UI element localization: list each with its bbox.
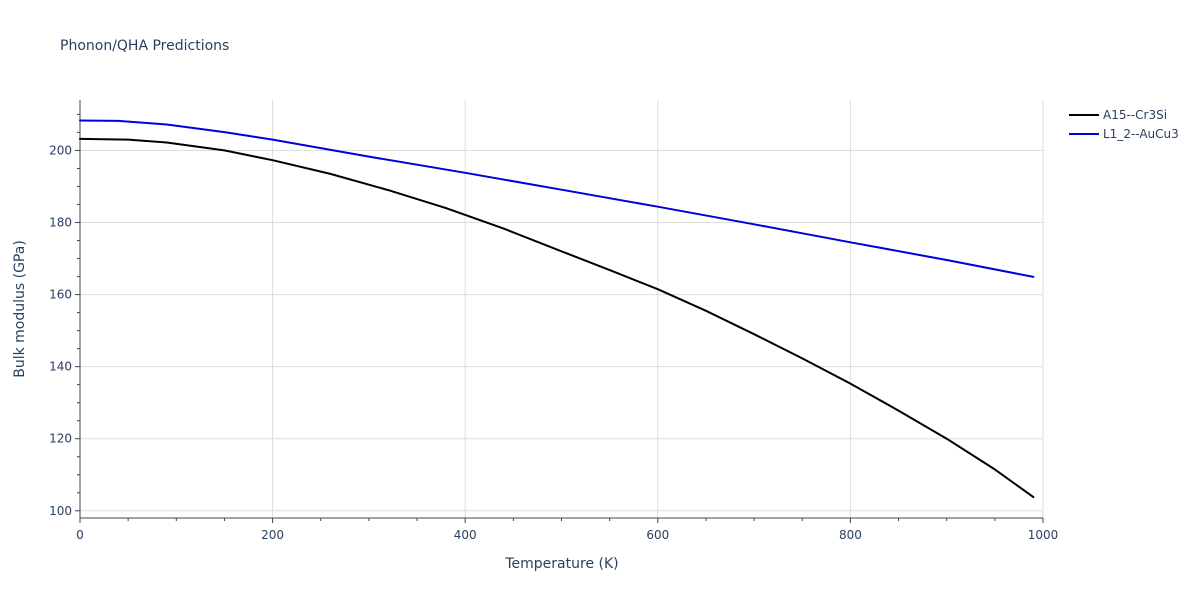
x-tick-label: 200	[261, 528, 284, 542]
chart-title: Phonon/QHA Predictions	[60, 38, 229, 54]
plot-area	[79, 119, 1035, 499]
x-tick-label: 1000	[1028, 528, 1059, 542]
legend-label: A15--Cr3Si	[1103, 108, 1167, 122]
x-tick-label: 0	[76, 528, 84, 542]
x-axis-title: Temperature (K)	[504, 556, 618, 572]
x-tick-label: 400	[454, 528, 477, 542]
legend: A15--Cr3Si L1_2--AuCu3	[1069, 108, 1179, 141]
grid	[80, 100, 1044, 518]
y-tick-label: 180	[49, 216, 72, 230]
y-tick-label: 160	[49, 288, 72, 302]
x-tick-label: 600	[646, 528, 669, 542]
y-tick-label: 200	[49, 143, 72, 157]
y-tick-label: 140	[49, 360, 72, 374]
x-tick-label: 800	[839, 528, 862, 542]
y-axis-title: Bulk modulus (GPa)	[12, 240, 28, 378]
series-line-2	[79, 119, 1035, 278]
axes: 0 200 400 600 800 1000 100 120 140 160 180 200	[49, 100, 1058, 542]
y-tick-label: 120	[49, 432, 72, 446]
series-line-1	[79, 137, 1035, 499]
y-tick-label: 100	[49, 504, 72, 518]
legend-label: L1_2--AuCu3	[1103, 127, 1179, 141]
